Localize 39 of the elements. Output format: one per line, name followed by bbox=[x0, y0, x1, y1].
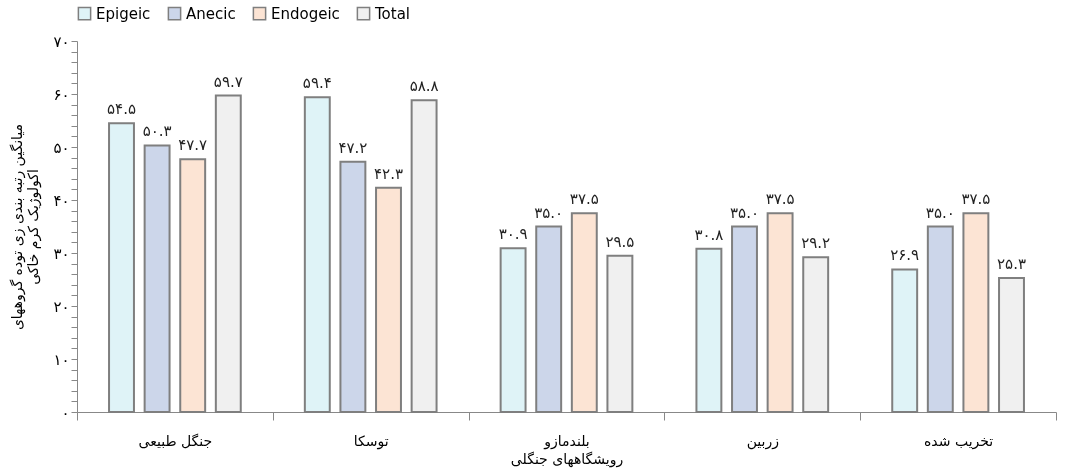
y-tick-label: ۰ bbox=[61, 403, 70, 422]
y-tick-label: ۲۰ bbox=[53, 297, 70, 316]
legend-label: Anecic bbox=[186, 4, 236, 23]
data-label: ۲۵.۳ bbox=[997, 254, 1026, 273]
data-label: ۲۹.۲ bbox=[801, 234, 831, 253]
data-label: ۵۹.۴ bbox=[302, 74, 332, 93]
data-label: ۴۷.۲ bbox=[338, 138, 368, 157]
data-label: ۳۵.۰ bbox=[730, 203, 759, 222]
data-label: ۳۷.۵ bbox=[765, 190, 795, 209]
x-tick-label: تخریب شده bbox=[924, 432, 994, 450]
data-label: ۵۸.۸ bbox=[409, 77, 439, 96]
x-axis-title: رویشگاههای جنگلی bbox=[510, 450, 624, 468]
y-tick-label: ۳۰ bbox=[53, 244, 70, 263]
legend-label: Endogeic bbox=[271, 4, 340, 23]
data-label: ۴۲.۳ bbox=[374, 164, 403, 183]
y-tick-label: ۶۰ bbox=[53, 85, 70, 104]
data-label: ۳۷.۵ bbox=[961, 190, 991, 209]
y-tick-label: ۷۰ bbox=[53, 32, 70, 51]
legend-label: Epigeic bbox=[96, 4, 151, 23]
data-label: ۳۵.۰ bbox=[925, 203, 955, 222]
data-label: ۵۹.۷ bbox=[213, 72, 243, 91]
y-tick-label: ۱۰ bbox=[53, 350, 70, 369]
legend-label: Total bbox=[374, 4, 411, 23]
data-label: ۳۰.۹ bbox=[498, 225, 528, 244]
data-label: ۴۷.۷ bbox=[178, 136, 208, 155]
y-axis-title: میانگین رتبه بندی زی توده گروههای اکولوژیک کرم خاکی bbox=[9, 123, 43, 331]
data-label: ۵۰.۳ bbox=[142, 122, 172, 141]
x-tick-label: زربین bbox=[746, 432, 779, 450]
data-label: ۳۰.۸ bbox=[694, 225, 724, 244]
x-tick-label: جنگل طبیعی bbox=[138, 432, 213, 449]
x-tick-label: توسکا bbox=[353, 432, 389, 450]
y-tick-label: ۴۰ bbox=[53, 191, 70, 210]
data-label: ۲۹.۵ bbox=[605, 232, 635, 251]
data-label: ۲۶.۹ bbox=[890, 246, 920, 265]
data-label: ۳۷.۵ bbox=[569, 190, 599, 209]
y-tick-label: ۵۰ bbox=[53, 138, 70, 157]
data-label: ۵۴.۵ bbox=[107, 100, 136, 119]
data-label: ۳۵.۰ bbox=[534, 203, 564, 222]
x-tick-label: بلندمازو bbox=[543, 432, 590, 450]
